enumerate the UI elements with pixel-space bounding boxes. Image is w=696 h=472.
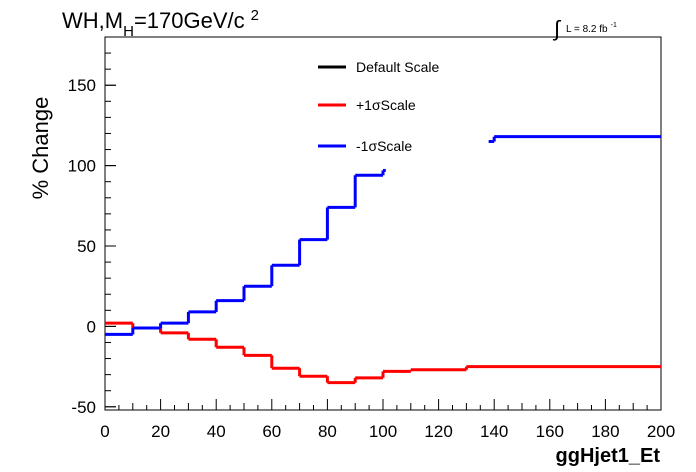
legend-label-minus1sigma: -1σScale: [356, 138, 412, 154]
y-tick-label: -50: [71, 398, 96, 417]
series-2: [105, 135, 661, 336]
integral-symbol: ∫: [552, 16, 562, 41]
x-tick-label: 40: [207, 422, 226, 441]
x-tick-label: 80: [318, 422, 337, 441]
y-tick-label: 100: [68, 157, 96, 176]
y-tick-label: 50: [77, 237, 96, 256]
series-lines: [105, 135, 661, 385]
x-tick-label: 20: [151, 422, 170, 441]
x-tick-label: 200: [647, 422, 675, 441]
x-tick-label: 160: [536, 422, 564, 441]
x-axis-ticks: 0 20 40 60 80 100 120 140 160 180 200: [100, 399, 675, 441]
chart-title: WH,MH=170GeV/c 2: [62, 7, 259, 40]
legend-label-default: Default Scale: [356, 59, 439, 75]
x-tick-label: 120: [424, 422, 452, 441]
x-tick-label: 60: [262, 422, 281, 441]
x-tick-label: 100: [369, 422, 397, 441]
lumi-label: L = 8.2 fb -1: [566, 22, 617, 35]
x-axis-title: ggHjet1_Et: [556, 445, 661, 467]
legend-label-plus1sigma: +1σScale: [356, 97, 416, 113]
y-tick-label: 150: [68, 76, 96, 95]
x-tick-label: 180: [591, 422, 619, 441]
x-tick-label: 140: [480, 422, 508, 441]
legend: Default Scale +1σScale -1σScale: [318, 59, 439, 154]
y-axis-title: % Change: [28, 97, 53, 200]
y-tick-label: 0: [87, 317, 96, 336]
y-axis-ticks: -50 0 50 100 150: [68, 52, 116, 417]
x-tick-label: 0: [100, 422, 109, 441]
